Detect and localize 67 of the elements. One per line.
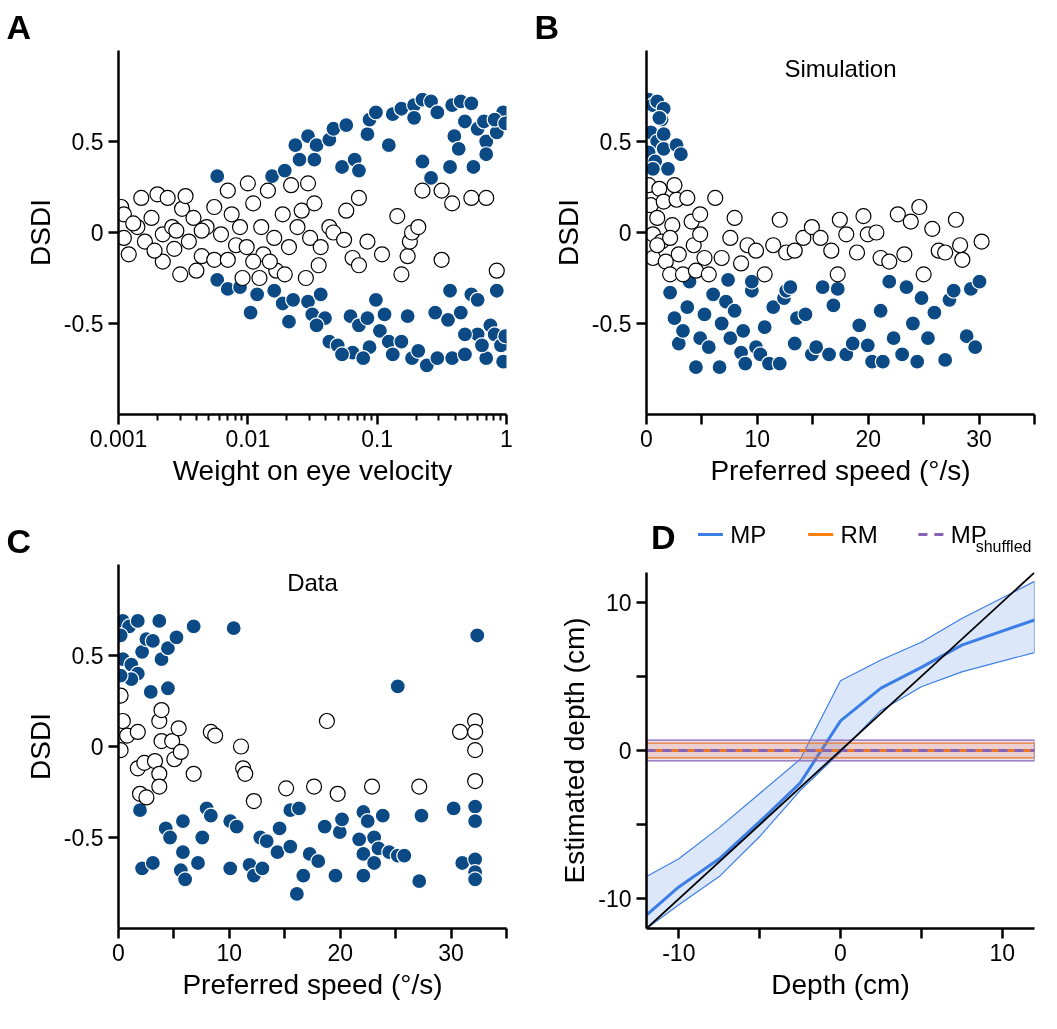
chart-title: Simulation	[784, 54, 897, 82]
y-tick-label: 0.5	[71, 643, 104, 669]
point	[170, 720, 187, 737]
x-tick-label: 20	[855, 425, 882, 452]
x-tick-label: -10	[662, 939, 696, 966]
y-axis-title: Estimated depth (cm)	[559, 617, 591, 884]
point	[164, 732, 181, 750]
text: C	[6, 521, 32, 560]
point	[185, 765, 202, 782]
point	[467, 723, 484, 741]
y-tick-label: -0.5	[63, 825, 104, 851]
point	[237, 765, 254, 782]
y-tick-label: 0.5	[599, 129, 632, 155]
point	[411, 778, 428, 795]
point	[129, 723, 146, 741]
x-tick-label: 0.1	[361, 425, 394, 452]
x-tick-label: 0	[112, 939, 125, 966]
y-tick-label: 0.5	[71, 129, 104, 155]
x-tick-label: 20	[327, 939, 354, 966]
y-tick-label: 0	[618, 220, 632, 246]
point	[151, 778, 168, 795]
y-tick-label: -0.5	[591, 311, 632, 337]
x-tick-label: 0	[640, 425, 653, 452]
y-tick-label: -0.5	[63, 311, 104, 337]
y-tick-label: 0	[618, 738, 632, 764]
y-tick-label: 10	[605, 589, 632, 616]
x-tick-label: 30	[966, 425, 992, 452]
y-axis-title: DSDI	[552, 199, 584, 266]
point	[146, 752, 164, 770]
legend-label: MP	[730, 521, 767, 548]
x-tick-label: 0.001	[89, 425, 148, 452]
text: A	[6, 7, 32, 46]
text: D	[650, 517, 676, 556]
point	[363, 778, 381, 795]
point	[329, 785, 346, 802]
y-axis-title: DSDI	[24, 199, 56, 266]
x-axis-title: Preferred speed (°/s)	[182, 968, 443, 1000]
x-tick-label: 10	[744, 425, 771, 452]
point	[232, 738, 250, 755]
legend-label: RM	[840, 521, 878, 548]
x-tick-label: 0.01	[225, 425, 271, 452]
legend-label: MPshuffled	[950, 521, 1032, 555]
y-tick-label: 0	[90, 220, 104, 246]
x-axis-title: Weight on eye velocity	[172, 454, 453, 486]
point	[207, 727, 224, 744]
x-tick-label: 30	[438, 939, 464, 966]
point	[153, 702, 170, 719]
x-tick-label: 1	[500, 425, 513, 452]
x-tick-label: 10	[989, 939, 1015, 966]
point	[245, 793, 262, 810]
point	[305, 778, 323, 795]
x-tick-label: 10	[216, 939, 243, 966]
y-axis-title: DSDI	[24, 713, 56, 780]
point	[318, 712, 336, 730]
chart-title: Data	[287, 568, 339, 596]
point	[467, 772, 484, 790]
point	[451, 723, 469, 741]
x-axis-title: Depth (cm)	[771, 968, 910, 1000]
y-tick-label: -10	[598, 886, 632, 913]
text: B	[534, 7, 560, 46]
x-tick-label: 0	[834, 939, 847, 966]
point	[138, 789, 155, 806]
point	[278, 780, 295, 797]
x-axis-title: Preferred speed (°/s)	[710, 454, 971, 486]
y-tick-label: 0	[90, 734, 104, 760]
point	[467, 742, 484, 759]
point	[172, 743, 189, 761]
